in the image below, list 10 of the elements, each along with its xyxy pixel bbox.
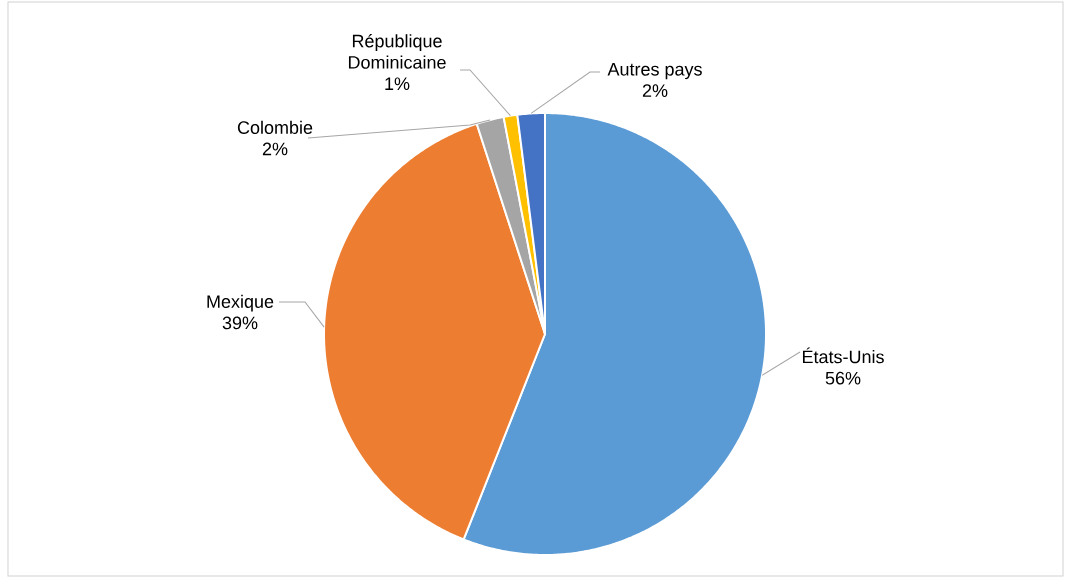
data-label: 39% (222, 316, 258, 330)
data-label: 1% (385, 77, 410, 91)
slice-label: Mexique (207, 294, 274, 312)
data-label: 56% (825, 371, 861, 385)
slice-label: États-Unis (802, 347, 884, 364)
slice-label: Colombie (237, 120, 313, 134)
slice-label: République Dominicaine (348, 33, 446, 69)
data-label: 2% (262, 142, 288, 156)
data-label: 2% (642, 84, 668, 97)
slice-label: Autres pays (607, 63, 702, 80)
